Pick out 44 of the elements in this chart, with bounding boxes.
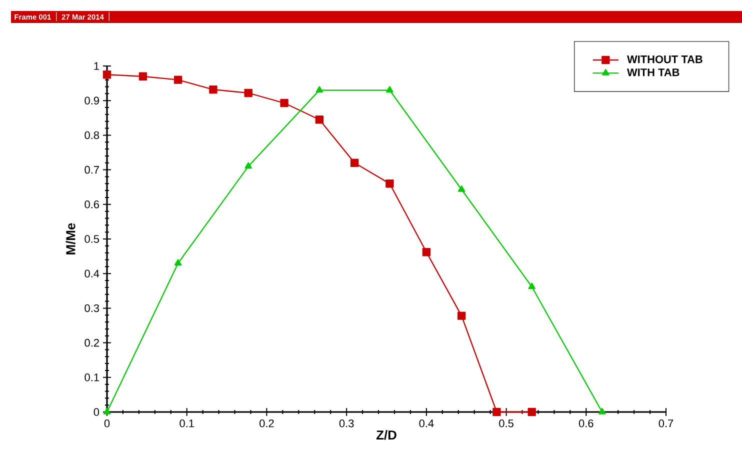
y-tick-label: 0 <box>94 408 100 416</box>
point <box>422 248 431 256</box>
x-tick-label: 0.6 <box>578 420 594 428</box>
point <box>138 72 148 80</box>
point <box>492 408 501 416</box>
legend-label: WITHOUT TAB <box>627 55 702 64</box>
y-tick-label: 1 <box>94 62 99 70</box>
x-tick-label: 0 <box>104 420 110 428</box>
point <box>174 76 182 84</box>
y-tick-label: 0.9 <box>84 96 99 104</box>
y-tick-label: 0.3 <box>84 304 100 312</box>
x-tick-label: 0.3 <box>339 420 354 428</box>
x-tick-label: 0.5 <box>499 420 514 428</box>
point <box>244 162 252 169</box>
y-axis-title: M/Me <box>66 223 76 254</box>
point <box>103 408 111 414</box>
y-tick-label: 0.6 <box>84 200 100 208</box>
x-tick-label: 0.4 <box>419 420 434 428</box>
point <box>316 86 324 93</box>
point <box>244 88 252 98</box>
point <box>598 408 606 414</box>
point <box>458 185 466 192</box>
point <box>280 98 288 108</box>
x-tick-label: 0.1 <box>180 420 194 428</box>
point <box>457 312 466 320</box>
y-tick-label: 0.4 <box>84 270 100 278</box>
x-tick-label: 0.7 <box>658 420 674 428</box>
y-tick-label: 0.5 <box>84 235 100 243</box>
point <box>209 85 218 94</box>
point <box>102 70 112 79</box>
y-tick-label: 0.8 <box>84 131 100 140</box>
point <box>315 116 324 124</box>
y-tick-label: 0.7 <box>84 166 99 174</box>
point <box>386 180 394 188</box>
point <box>528 282 536 290</box>
x-axis-title: Z/D <box>376 430 396 440</box>
y-tick-label: 0.2 <box>84 338 99 347</box>
y-tick-label: 0.1 <box>84 374 99 382</box>
legend-label: WITH TAB <box>627 68 680 76</box>
point <box>386 86 394 93</box>
point <box>528 408 536 416</box>
point <box>174 259 182 266</box>
x-tick-label: 0.2 <box>260 420 274 428</box>
point <box>350 158 359 167</box>
